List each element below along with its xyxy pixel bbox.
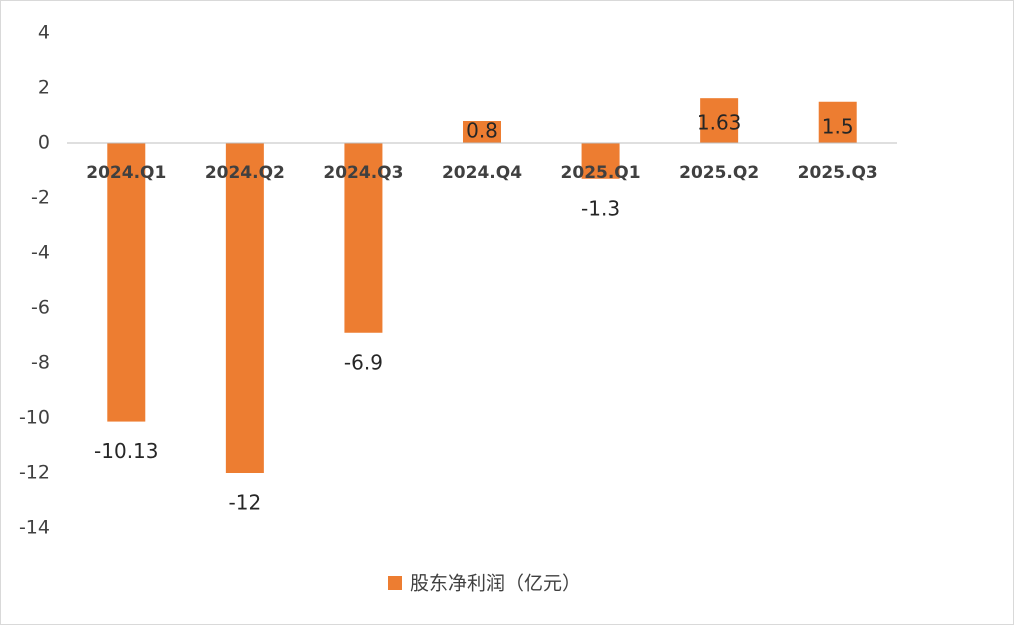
y-tick-label: 4 [38,22,50,44]
y-tick-label: 0 [38,132,50,154]
bar [225,143,264,473]
x-tick-label: 2024.Q3 [323,163,403,183]
y-tick-label: -8 [31,352,50,374]
x-tick-label: 2025.Q1 [561,163,641,183]
bar [463,121,501,143]
y-tick-label: -4 [31,242,50,264]
bar [581,143,620,179]
bar [700,98,739,143]
bar [818,101,857,143]
data-label: 1.63 [697,111,742,135]
legend-label: 股东净利润（亿元） [410,573,581,595]
bar [344,143,383,333]
data-label: 0.8 [466,119,498,143]
y-tick-label: -10 [19,407,50,429]
y-tick-label: -14 [19,517,50,539]
legend-swatch [388,576,402,590]
bar [107,143,146,422]
y-tick-label: -2 [31,187,50,209]
data-label: -1.3 [581,196,620,220]
y-tick-label: 2 [38,77,50,99]
data-label: -6.9 [344,350,383,374]
x-tick-label: 2024.Q4 [442,163,522,183]
data-label: -10.13 [94,439,158,463]
x-tick-label: 2024.Q1 [86,163,166,183]
data-label: -12 [229,491,262,515]
y-tick-label: -12 [19,462,50,484]
data-label: 1.5 [822,114,854,138]
x-tick-label: 2025.Q2 [679,163,759,183]
x-tick-label: 2024.Q2 [205,163,285,183]
x-tick-label: 2025.Q3 [798,163,878,183]
y-tick-label: -6 [31,297,50,319]
